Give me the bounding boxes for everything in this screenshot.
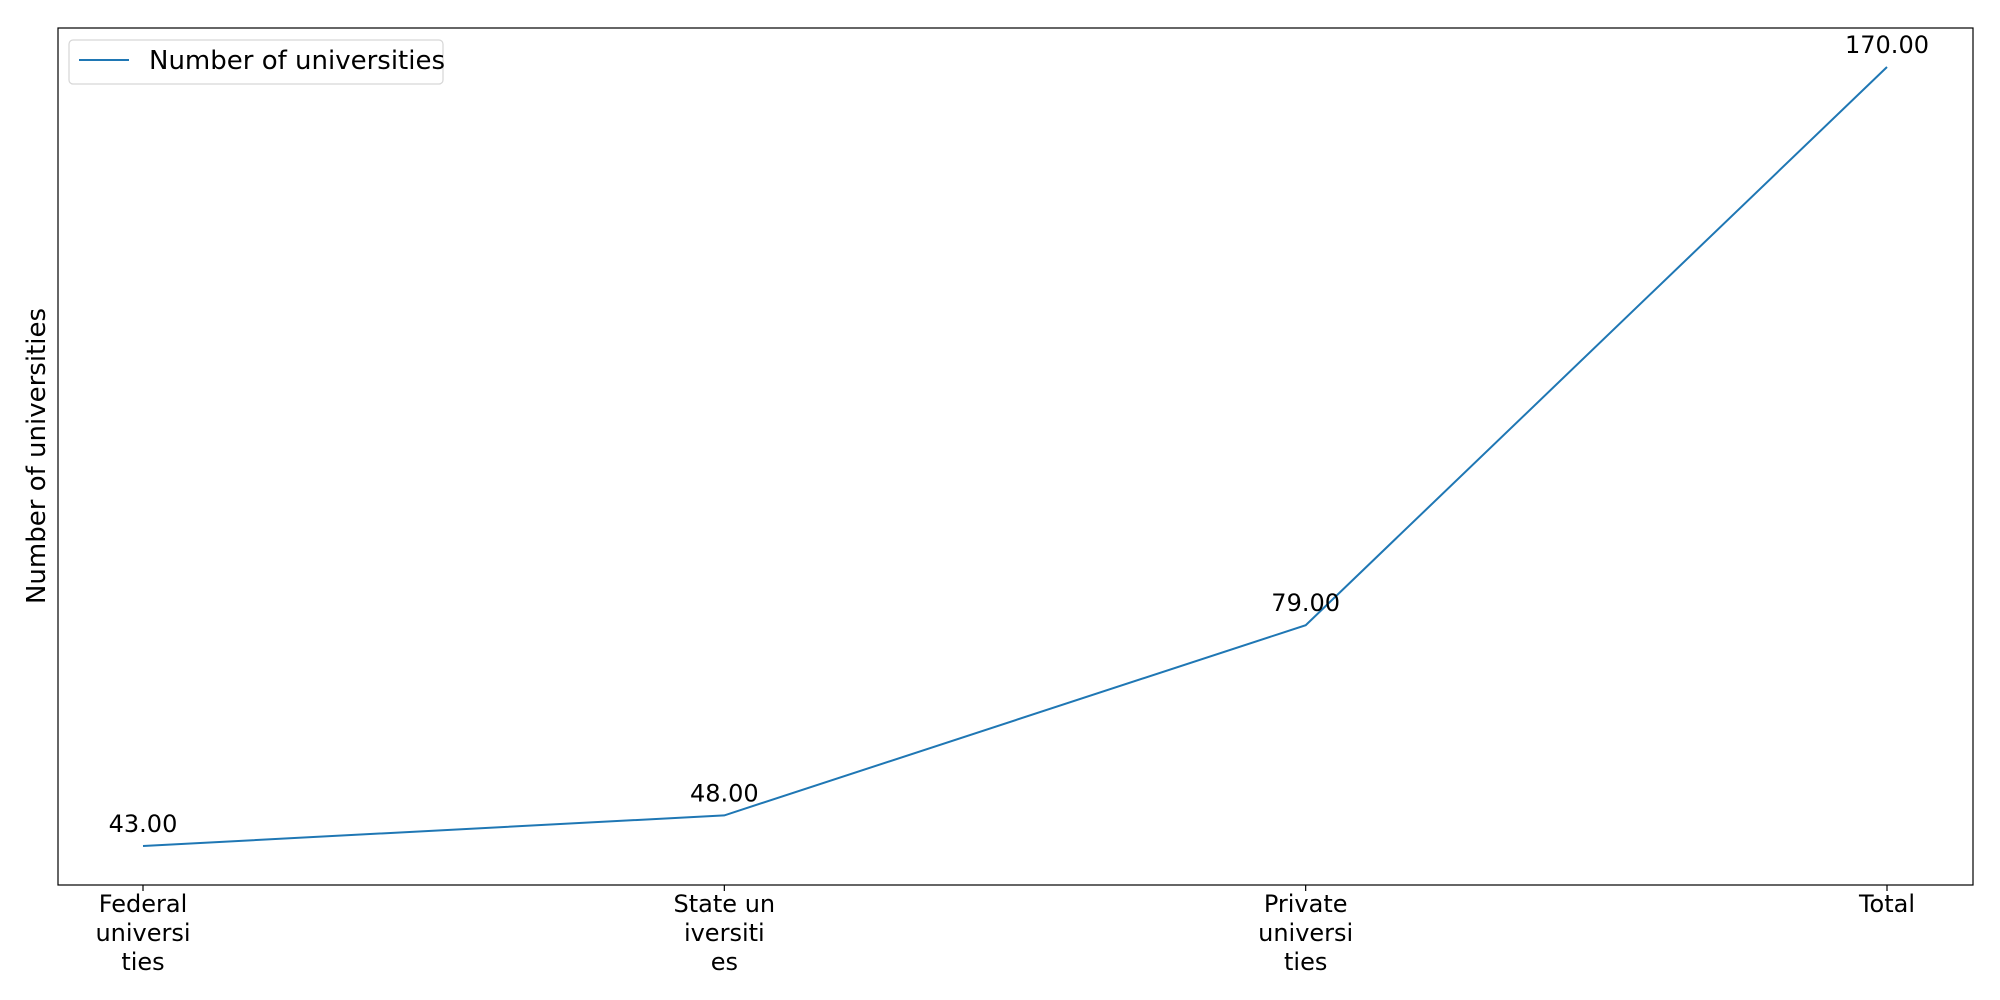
x-tick-label: Total [1858,890,1915,918]
x-tick-label: Federal universi ties [95,890,190,976]
legend-entry-number-of-universities: Number of universities [149,46,445,76]
series-line-number-of-universities [142,66,1888,847]
data-label: 170.00 [1845,31,1929,59]
data-label: 79.00 [1271,589,1340,617]
y-axis-label: Number of universities [22,308,52,604]
plot-area: 43.00 48.00 79.00 170.00 [109,31,1929,847]
legend: Number of universities [68,39,445,85]
x-tick-label: State un iversiti es [674,890,776,976]
legend-box [68,39,444,85]
x-tick-label: Private universi ties [1258,890,1353,976]
data-label: 43.00 [109,810,178,838]
x-axis-ticks: Federal universi ties State un iversiti es Pri… [95,885,1915,976]
data-label: 48.00 [690,779,759,807]
plot-frame [57,27,1974,886]
